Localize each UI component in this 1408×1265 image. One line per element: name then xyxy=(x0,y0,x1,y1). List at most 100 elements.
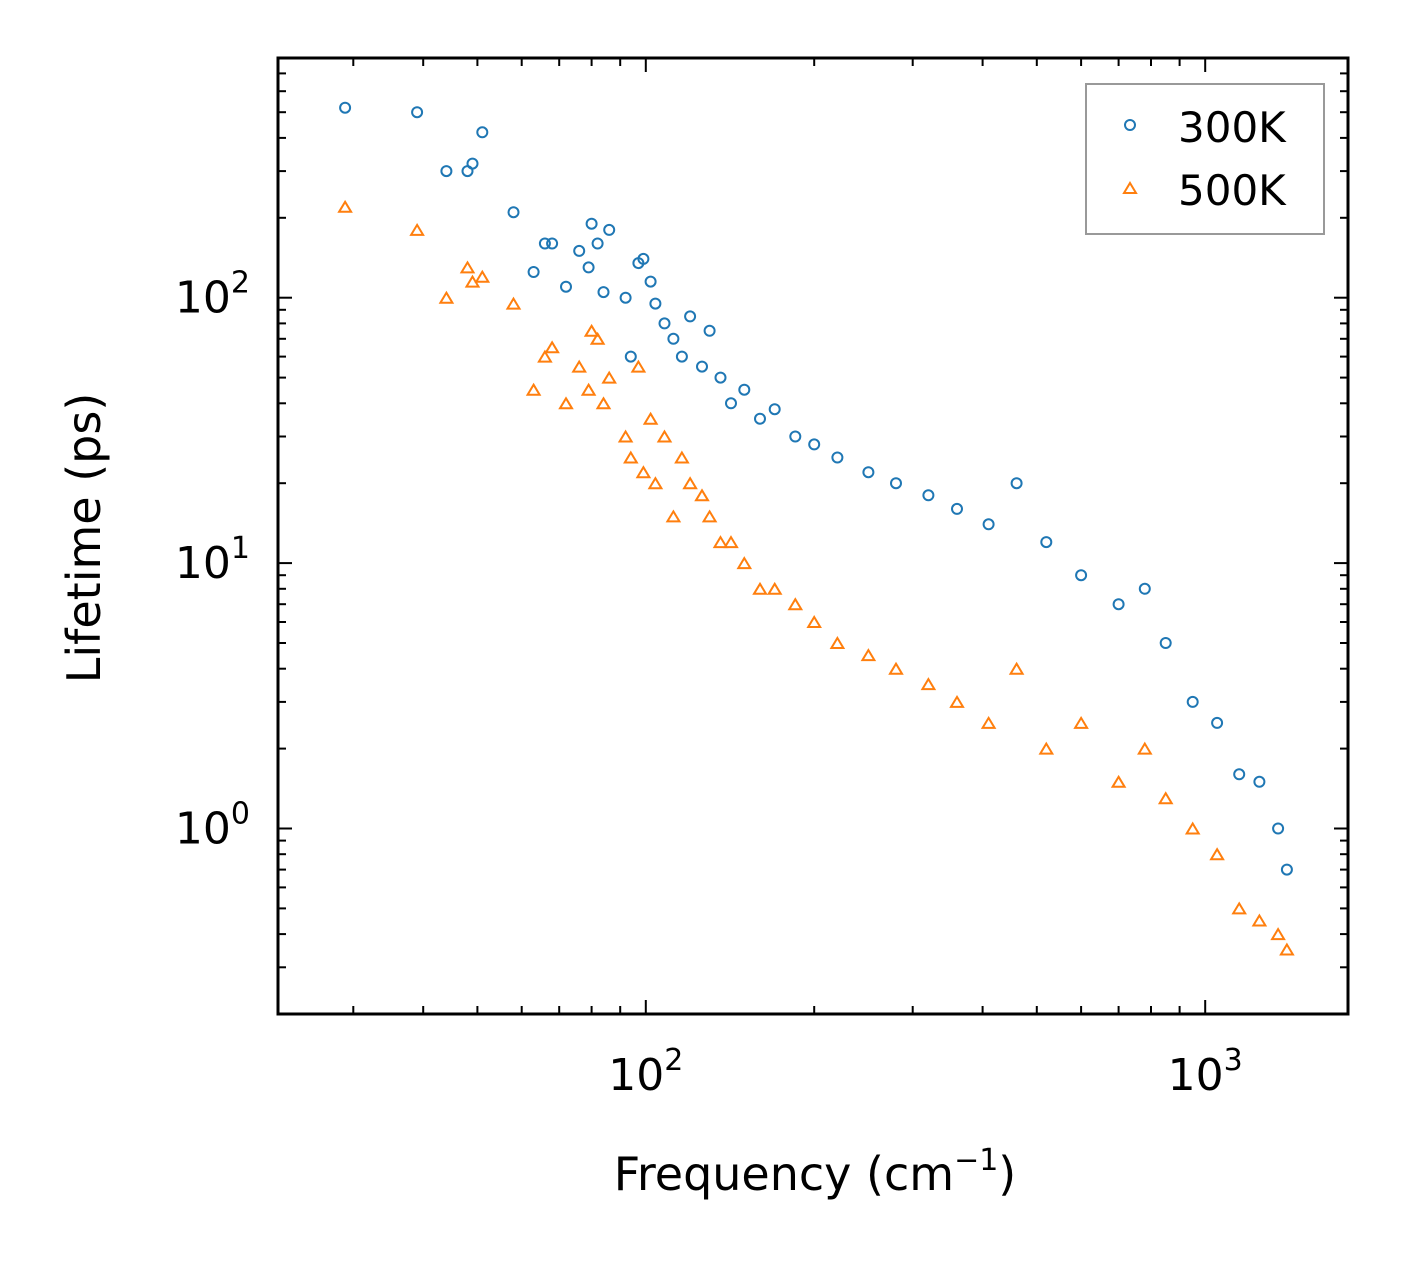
y-tick-base: 10 xyxy=(175,804,231,855)
point-300k-25 xyxy=(675,350,688,363)
y-tick-exp: 2 xyxy=(231,266,250,301)
point-300k-50 xyxy=(1233,768,1246,781)
point-500k-41 xyxy=(980,715,997,729)
point-500k-30 xyxy=(723,535,739,549)
point-300k-43 xyxy=(1040,536,1053,549)
x-tick-label: 102 xyxy=(608,1043,683,1101)
point-500k-13 xyxy=(583,323,600,337)
point-500k-44 xyxy=(1073,715,1089,729)
point-500k-46 xyxy=(1137,741,1153,755)
legend: 300K 500K xyxy=(1085,83,1325,235)
y-tick-label: 101 xyxy=(175,531,250,589)
point-500k-14 xyxy=(589,331,606,345)
point-500k-2 xyxy=(438,290,455,304)
point-300k-36 xyxy=(831,451,844,464)
point-300k-21 xyxy=(644,275,657,288)
point-300k-46 xyxy=(1138,582,1151,595)
point-300k-34 xyxy=(789,430,802,443)
point-300k-2 xyxy=(440,165,453,178)
point-500k-16 xyxy=(601,370,617,384)
y-tick-base: 10 xyxy=(175,538,231,589)
point-300k-16 xyxy=(603,223,616,236)
point-500k-38 xyxy=(888,661,904,675)
point-300k-10 xyxy=(560,280,572,293)
point-500k-1 xyxy=(409,222,425,236)
point-300k-18 xyxy=(624,350,637,363)
point-300k-5 xyxy=(476,126,489,139)
point-300k-47 xyxy=(1159,637,1172,649)
point-300k-40 xyxy=(951,502,963,515)
x-tick-base: 10 xyxy=(1168,1050,1224,1101)
point-300k-51 xyxy=(1253,775,1266,788)
point-300k-53 xyxy=(1280,863,1293,876)
point-300k-37 xyxy=(862,466,875,479)
plot-frame xyxy=(276,56,1350,1016)
point-500k-3 xyxy=(459,260,476,274)
x-tick-base: 10 xyxy=(608,1050,664,1101)
point-500k-5 xyxy=(474,269,491,283)
point-300k-29 xyxy=(714,371,727,384)
point-300k-22 xyxy=(649,297,662,310)
point-500k-50 xyxy=(1231,901,1247,915)
point-500k-22 xyxy=(647,476,664,490)
point-300k-38 xyxy=(890,477,902,490)
axis-ticks xyxy=(278,57,1348,1015)
point-300k-13 xyxy=(585,217,598,230)
point-500k-37 xyxy=(860,648,877,662)
legend-label-500k: 500K xyxy=(1178,166,1287,215)
point-500k-36 xyxy=(829,636,846,649)
point-300k-48 xyxy=(1186,695,1199,708)
point-500k-25 xyxy=(674,450,690,464)
point-300k-44 xyxy=(1075,569,1088,582)
point-500k-23 xyxy=(656,429,673,443)
point-500k-11 xyxy=(571,359,587,373)
point-500k-52 xyxy=(1270,927,1286,941)
point-500k-21 xyxy=(642,411,659,425)
x-tick-exp: 3 xyxy=(1224,1043,1243,1078)
point-500k-24 xyxy=(665,509,682,523)
point-300k-42 xyxy=(1010,477,1023,490)
point-300k-33 xyxy=(768,403,781,416)
x-tick-exp: 2 xyxy=(664,1043,683,1078)
legend-marker-500k xyxy=(1122,181,1138,194)
legend-box xyxy=(1085,83,1325,235)
point-500k-15 xyxy=(595,396,612,410)
point-500k-27 xyxy=(694,488,710,502)
point-500k-53 xyxy=(1279,942,1295,956)
legend-label-300k: 300K xyxy=(1178,103,1287,152)
point-300k-31 xyxy=(738,383,751,396)
point-300k-12 xyxy=(582,261,595,274)
point-500k-28 xyxy=(701,509,718,523)
point-300k-1 xyxy=(411,106,424,119)
point-300k-35 xyxy=(808,438,821,451)
point-500k-10 xyxy=(558,396,574,410)
point-300k-39 xyxy=(922,489,935,502)
data-points xyxy=(337,101,1295,956)
point-500k-20 xyxy=(635,465,652,479)
point-500k-31 xyxy=(736,556,753,570)
point-300k-6 xyxy=(507,206,520,219)
point-500k-18 xyxy=(623,450,639,464)
x-tick-label: 103 xyxy=(1168,1043,1243,1101)
point-300k-4 xyxy=(466,157,479,170)
point-300k-41 xyxy=(982,518,995,531)
legend-marker-300k xyxy=(1124,119,1136,131)
y-tick-label: 102 xyxy=(175,266,250,324)
point-300k-45 xyxy=(1112,598,1125,611)
point-500k-34 xyxy=(787,597,804,611)
y-tick-label: 100 xyxy=(175,797,250,855)
y-tick-exp: 0 xyxy=(231,797,250,832)
point-300k-24 xyxy=(667,332,680,345)
point-500k-32 xyxy=(752,581,768,595)
point-300k-30 xyxy=(725,397,737,410)
point-500k-33 xyxy=(766,581,783,595)
point-300k-7 xyxy=(527,266,540,278)
point-500k-42 xyxy=(1008,661,1025,675)
point-300k-27 xyxy=(696,360,708,373)
point-500k-35 xyxy=(806,615,822,628)
y-axis-label: Lifetime (ps) xyxy=(57,393,111,684)
point-300k-0 xyxy=(339,101,352,114)
point-500k-17 xyxy=(617,429,634,443)
